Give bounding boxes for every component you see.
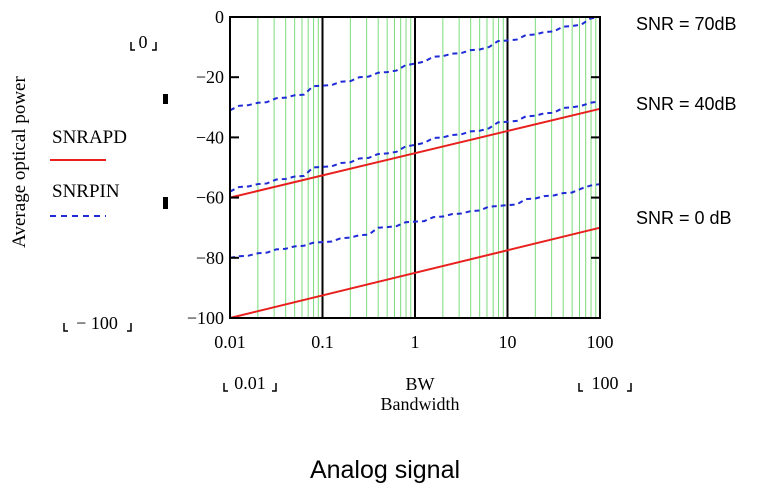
series-snrpin-line xyxy=(229,16,601,112)
x-axis-label: Bandwidth xyxy=(381,394,460,414)
series-snrpin-line xyxy=(229,183,601,259)
legend-label-snrapd: SNRAPD xyxy=(52,127,127,148)
x-tick-label: 10 xyxy=(499,332,517,352)
annotation-snr-70: SNR = 70dB xyxy=(636,14,737,34)
series-snrapd-line xyxy=(229,226,601,319)
x-tick-label: 0.01 xyxy=(214,332,246,352)
range-bracket xyxy=(578,383,583,392)
x-tick-label: 100 xyxy=(587,332,614,352)
y-tick-label: −20 xyxy=(196,67,224,87)
y-tick-label: −40 xyxy=(196,127,224,147)
y-range-marker-lower xyxy=(163,197,168,209)
y-axis-label: Average optical power xyxy=(9,76,30,248)
ticks-layer: 0 −20 −40 −60 −80 −100 0.01 0.1 1 10 100 xyxy=(187,7,614,352)
series-snrpin-line xyxy=(229,100,601,193)
x-range-label-min: 0.01 xyxy=(234,373,266,393)
y-tick-label: 0 xyxy=(215,7,224,27)
range-bracket xyxy=(127,323,132,332)
y-tick-label: −100 xyxy=(187,308,224,328)
x-tick-label: 1 xyxy=(411,332,420,352)
range-bracket xyxy=(272,383,277,392)
series-layer xyxy=(229,16,601,319)
y-tick-label: −80 xyxy=(196,248,224,268)
y-range-label-min: − 100 xyxy=(76,313,118,333)
range-bracket xyxy=(130,42,135,51)
x-range-label-max: 100 xyxy=(592,373,619,393)
y-tick-label: −60 xyxy=(196,188,224,208)
x-axis-variable: BW xyxy=(406,374,435,394)
range-bracket xyxy=(223,383,228,392)
annotation-snr-40: SNR = 40dB xyxy=(636,94,737,114)
series-snrapd-line xyxy=(229,107,601,199)
range-bracket xyxy=(627,383,632,392)
range-corners xyxy=(63,42,632,392)
minor-grid xyxy=(257,17,597,318)
y-range-marker-upper xyxy=(163,94,168,104)
range-bracket xyxy=(63,323,68,332)
major-grid xyxy=(321,17,509,318)
range-bracket xyxy=(152,42,157,51)
legend-label-snrpin: SNRPIN xyxy=(52,181,120,202)
x-tick-label: 0.1 xyxy=(311,332,334,352)
plot-frame xyxy=(229,16,601,319)
annotation-snr-0: SNR = 0 dB xyxy=(636,208,732,228)
y-range-label-max: 0 xyxy=(139,32,148,52)
chart-title: Analog signal xyxy=(310,456,460,484)
